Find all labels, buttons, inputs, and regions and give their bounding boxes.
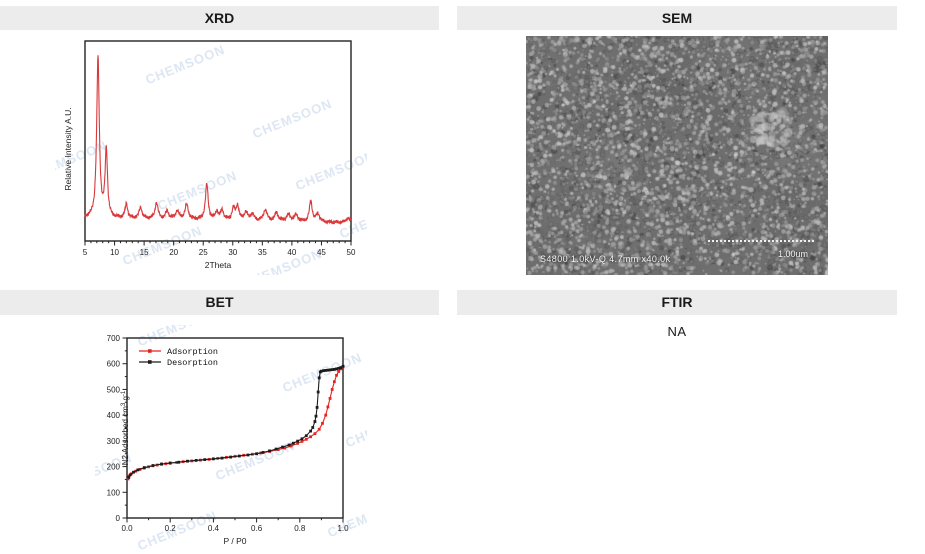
xrd-section-header: XRD <box>0 6 439 30</box>
bet-desorption-line <box>128 365 344 478</box>
sem-scalebar-label: 1.00um <box>777 249 808 259</box>
xrd-trace <box>84 55 352 225</box>
svg-text:300: 300 <box>107 437 121 446</box>
ftir-section-header: FTIR <box>457 290 897 315</box>
svg-text:35: 35 <box>258 248 267 257</box>
svg-text:100: 100 <box>107 488 121 497</box>
svg-text:0.8: 0.8 <box>294 524 306 533</box>
svg-text:30: 30 <box>228 248 237 257</box>
svg-text:Relative Intensity A.U.: Relative Intensity A.U. <box>63 107 73 190</box>
svg-text:25: 25 <box>199 248 208 257</box>
xrd-figure: CHEMSOON CHEMSOON CHEMSOON CHEMSOON CHEM… <box>55 33 367 275</box>
svg-text:0.6: 0.6 <box>251 524 263 533</box>
sem-scalebar-line <box>708 240 814 242</box>
svg-text:200: 200 <box>107 463 121 472</box>
svg-text:45: 45 <box>317 248 326 257</box>
svg-text:40: 40 <box>287 248 296 257</box>
xrd-plot: 5 10 15 20 25 30 35 40 45 50 2Theta Relative Intens… <box>63 40 356 270</box>
svg-text:0.0: 0.0 <box>121 524 133 533</box>
bet-plot: 0 100 200 300 400 500 600 700 0.0 0.2 0.4 0.6 0.8 1.0… <box>107 334 349 546</box>
bet-legend-adsorption: Adsorption <box>167 347 218 357</box>
svg-text:500: 500 <box>107 385 121 394</box>
ftir-na-text: NA <box>667 324 687 339</box>
svg-text:P / P0: P / P0 <box>224 536 247 546</box>
svg-text:5: 5 <box>83 248 88 257</box>
svg-text:0: 0 <box>116 514 121 523</box>
svg-text:600: 600 <box>107 360 121 369</box>
sem-micrograph <box>526 36 828 275</box>
svg-text:N2 Adsorbed cm3 g-1: N2 Adsorbed cm3 g-1 <box>121 390 130 465</box>
sem-section-header: SEM <box>457 6 897 30</box>
svg-text:10: 10 <box>110 248 119 257</box>
svg-text:20: 20 <box>169 248 178 257</box>
sem-scalebar: 1.00um <box>708 240 814 262</box>
sem-image: S4800 1.0kV-Q 4.7mm x40.0k 1.00um <box>526 36 828 275</box>
bet-figure: CHEMSOON CHEMSOON CHEMSOON CHEMSOON CHEM… <box>95 325 367 554</box>
svg-text:700: 700 <box>107 334 121 343</box>
svg-text:50: 50 <box>347 248 356 257</box>
svg-text:400: 400 <box>107 411 121 420</box>
bet-adsorption-line <box>127 366 344 480</box>
svg-text:0.2: 0.2 <box>165 524 177 533</box>
sem-instrument-caption: S4800 1.0kV-Q 4.7mm x40.0k <box>540 254 671 264</box>
bet-section-header: BET <box>0 290 439 315</box>
svg-text:2Theta: 2Theta <box>205 260 232 270</box>
svg-text:15: 15 <box>140 248 149 257</box>
bet-legend-desorption: Desorption <box>167 358 218 368</box>
svg-text:0.4: 0.4 <box>208 524 220 533</box>
svg-text:1.0: 1.0 <box>337 524 349 533</box>
